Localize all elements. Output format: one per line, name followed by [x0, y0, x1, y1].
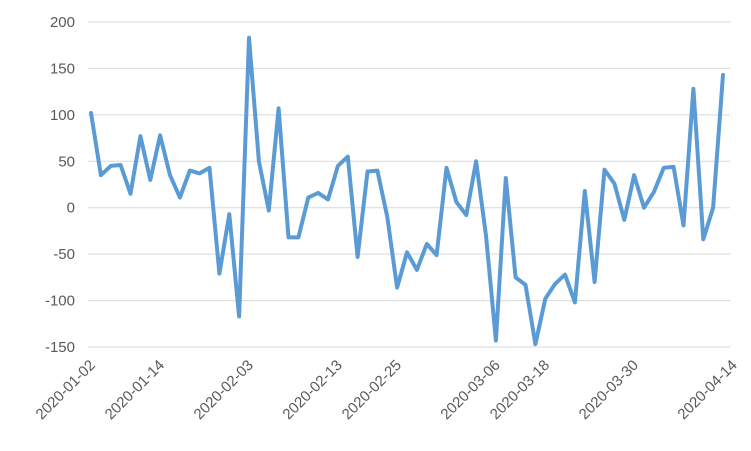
data-point: [198, 171, 202, 175]
x-tick-label: 2020-03-30: [576, 357, 642, 423]
data-point: [494, 339, 498, 343]
data-point: [464, 213, 468, 217]
x-tick-label: 2020-02-03: [191, 357, 257, 423]
y-tick-label: -100: [45, 293, 75, 310]
data-point: [701, 237, 705, 241]
y-axis: -150 -100 -50 0 50 100 150 200: [45, 14, 75, 356]
data-point: [158, 133, 162, 137]
data-point: [583, 189, 587, 193]
data-point: [109, 164, 113, 168]
y-tick-label: 150: [50, 60, 75, 77]
series-line: [89, 35, 725, 347]
data-point: [257, 159, 261, 163]
data-point: [346, 155, 350, 159]
data-point: [612, 182, 616, 186]
data-point: [553, 282, 557, 286]
data-point: [89, 111, 93, 115]
data-point: [524, 283, 528, 287]
data-point: [395, 286, 399, 290]
data-point: [682, 223, 686, 227]
data-point: [296, 235, 300, 239]
y-tick-label: 200: [50, 14, 75, 31]
y-tick-label: -150: [45, 339, 75, 356]
data-point: [208, 166, 212, 170]
data-point: [119, 163, 123, 167]
data-point: [326, 197, 330, 201]
data-point: [662, 166, 666, 170]
data-point: [405, 250, 409, 254]
data-point: [237, 314, 241, 318]
data-point: [484, 234, 488, 238]
data-point: [375, 169, 379, 173]
data-point: [168, 173, 172, 177]
data-point: [445, 166, 449, 170]
data-point: [366, 170, 370, 174]
data-point: [217, 272, 221, 276]
data-point: [356, 255, 360, 259]
y-tick-label: 100: [50, 107, 75, 124]
data-point: [138, 134, 142, 138]
data-point: [691, 87, 695, 91]
data-point: [306, 196, 310, 200]
data-point: [277, 106, 281, 110]
data-point: [563, 273, 567, 277]
data-point: [415, 268, 419, 272]
y-tick-label: -50: [53, 246, 75, 263]
data-point: [593, 280, 597, 284]
data-point: [632, 173, 636, 177]
data-point: [672, 165, 676, 169]
data-point: [642, 206, 646, 210]
x-tick-label: 2020-01-14: [102, 357, 168, 423]
data-point: [247, 36, 251, 40]
data-point: [652, 190, 656, 194]
data-point: [721, 73, 725, 77]
data-point: [336, 164, 340, 168]
data-point: [178, 196, 182, 200]
data-point: [316, 191, 320, 195]
data-point: [474, 159, 478, 163]
data-point: [543, 297, 547, 301]
data-point: [99, 173, 103, 177]
x-tick-label: 2020-04-14: [674, 357, 740, 423]
data-point: [227, 212, 231, 216]
data-point: [514, 275, 518, 279]
data-point: [603, 168, 607, 172]
y-tick-label: 50: [58, 153, 75, 170]
data-point: [385, 215, 389, 219]
data-point: [435, 253, 439, 257]
data-point: [267, 209, 271, 213]
data-point: [148, 178, 152, 182]
data-point: [533, 342, 537, 346]
x-tick-label: 2020-02-13: [279, 357, 345, 423]
data-point: [573, 300, 577, 304]
x-axis: 2020-01-02 2020-01-14 2020-02-03 2020-02-13…: [33, 357, 741, 423]
data-point: [504, 176, 508, 180]
data-point: [188, 169, 192, 173]
x-tick-label: 2020-01-02: [33, 357, 99, 423]
y-tick-label: 0: [67, 200, 75, 217]
data-point: [711, 206, 715, 210]
data-point: [287, 235, 291, 239]
data-point: [425, 242, 429, 246]
plot-area: [89, 35, 725, 347]
data-point: [622, 218, 626, 222]
data-point: [454, 200, 458, 204]
x-tick-label: 2020-02-25: [339, 357, 405, 423]
data-point: [129, 192, 133, 196]
